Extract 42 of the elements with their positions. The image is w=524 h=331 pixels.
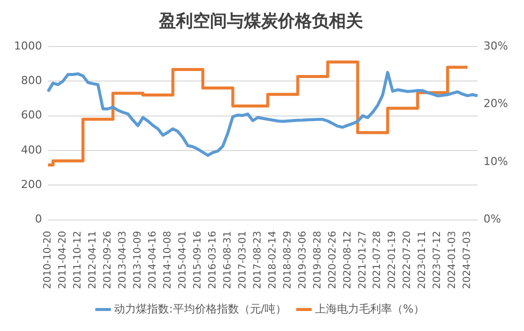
- x-tick-label: 2016-03-16: [207, 230, 218, 290]
- x-tick-label: 2013-10-09: [132, 230, 144, 290]
- x-tick-label: 2018-02-14: [267, 230, 278, 290]
- y-tick-label: 800: [20, 74, 42, 87]
- x-tick-label: 2021-07-28: [372, 230, 384, 290]
- x-tick-label: 2024-01-03: [447, 230, 458, 290]
- x-tick-label: 2011-04-20: [58, 230, 69, 290]
- y2-tick-label: 30%: [484, 39, 508, 52]
- legend-label: 动力煤指数:平均价格指数（元/吨）: [114, 302, 286, 316]
- y-tick-label: 200: [20, 178, 42, 192]
- x-tick-label: 2019-08-28: [312, 230, 324, 290]
- x-tick-label: 2024-07-03: [462, 230, 474, 290]
- x-tick-label: 2021-01-27: [357, 230, 368, 290]
- x-tick-label: 2017-08-23: [252, 230, 264, 290]
- x-tick-label: 2014-10-08: [162, 230, 174, 290]
- y-tick-label: 1000: [14, 39, 42, 52]
- x-tick-label: 2012-09-26: [102, 230, 114, 290]
- x-tick-label: 2016-08-31: [222, 230, 234, 290]
- x-tick-label: 2014-04-16: [147, 230, 158, 290]
- x-tick-label: 2019-03-06: [297, 230, 308, 290]
- x-tick-label: 2022-01-19: [387, 230, 398, 290]
- chart-title: 盈利空间与煤炭价格负相关: [158, 12, 363, 31]
- y2-tick-label: 0%: [484, 212, 502, 226]
- y-tick-label: 0: [34, 212, 42, 226]
- y2-tick-label: 20%: [484, 97, 508, 110]
- legend-label: 上海电力毛利率（%）: [314, 302, 424, 316]
- x-tick-label: 2015-04-01: [177, 230, 188, 290]
- x-tick-label: 2010-10-20: [42, 230, 54, 290]
- x-tick-label: 2013-04-03: [118, 230, 129, 290]
- y2-tick-label: 10%: [484, 154, 508, 168]
- x-tick-label: 2023-01-11: [417, 230, 428, 290]
- x-tick-label: 2022-07-20: [402, 230, 414, 290]
- x-tick-label: 2020-02-26: [327, 230, 338, 290]
- x-tick-label: 2020-08-12: [342, 230, 354, 290]
- x-tick-label: 2011-10-12: [72, 230, 84, 290]
- x-tick-label: 2012-04-11: [88, 230, 99, 290]
- x-tick-label: 2017-03-01: [237, 230, 248, 290]
- y-tick-label: 600: [20, 108, 42, 122]
- x-tick-label: 2023-07-12: [432, 230, 444, 290]
- x-tick-label: 2018-08-29: [282, 230, 294, 290]
- y-tick-label: 400: [20, 143, 42, 156]
- x-tick-label: 2015-09-16: [192, 230, 204, 290]
